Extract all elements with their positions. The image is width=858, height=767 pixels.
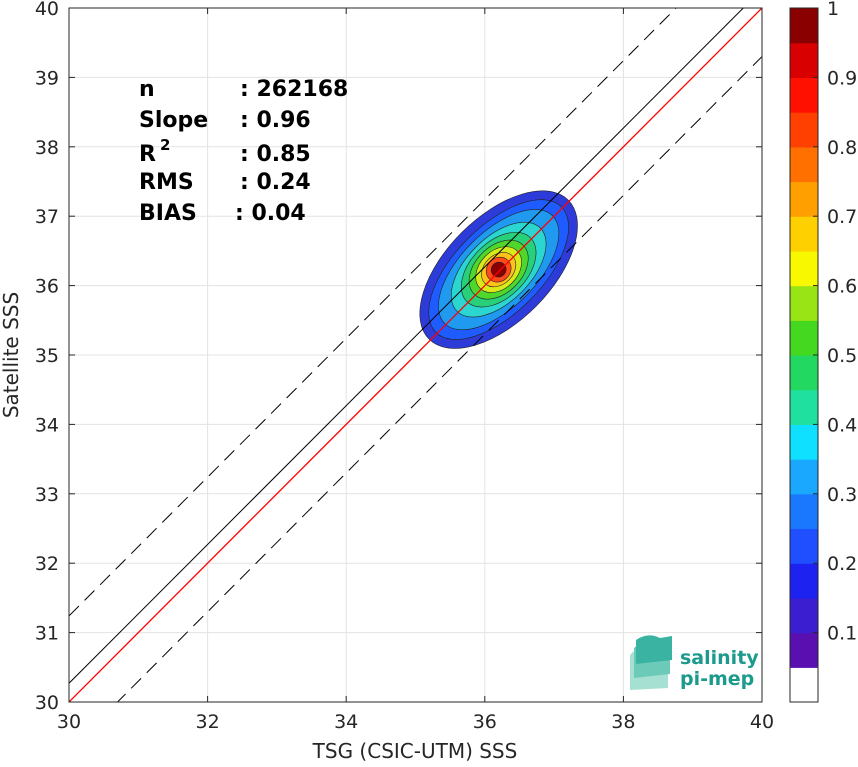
y-tick-label: 32: [35, 553, 59, 575]
y-tick-label: 31: [35, 623, 59, 645]
identity-line: [69, 8, 744, 684]
stat-label-3: RMS: [139, 170, 194, 195]
stat-label-0: n: [139, 77, 155, 102]
colorbar-tick-label: 0.5: [827, 345, 857, 367]
salinity-pi-mep-logo: salinity pi-mep: [630, 635, 759, 690]
colorbar-segment: [790, 632, 818, 668]
x-tick-label: 38: [611, 711, 635, 733]
reference-lines: [69, 8, 762, 702]
colorbar-tick-label: 0.7: [827, 206, 857, 228]
colorbar-tick-label: 0.4: [827, 414, 857, 436]
stat-label-1: Slope: [139, 108, 208, 133]
colorbar-segment: [790, 216, 818, 252]
y-axis-ticks: 30 31 32 33 34 35 36 37 38 39 40: [35, 0, 762, 714]
colorbar-segment: [790, 563, 818, 599]
colorbar-segment: [790, 355, 818, 391]
stat-value-3: : 0.24: [240, 170, 311, 195]
colorbar-segment: [790, 77, 818, 113]
upper-bound-line: [69, 8, 677, 617]
grid: [69, 8, 762, 702]
colorbar-segment: [790, 389, 818, 425]
colorbar-tick-label: 0.1: [827, 623, 857, 645]
x-axis-label: TSG (CSIC-UTM) SSS: [312, 739, 518, 763]
x-tick-label: 32: [196, 711, 220, 733]
colorbar-segment: [790, 320, 818, 356]
colorbar-segment: [790, 42, 818, 78]
stat-value-1: : 0.96: [240, 108, 311, 133]
x-tick-label: 40: [750, 711, 774, 733]
y-tick-label: 40: [35, 0, 59, 20]
y-tick-label: 39: [35, 67, 59, 89]
y-tick-label: 34: [35, 414, 59, 436]
y-tick-label: 38: [35, 137, 59, 159]
stat-value-4: : 0.04: [235, 201, 306, 226]
colorbar: 0.1 0.2 0.3 0.4 0.5 0.6 0.7 0.8 0.9 1: [789, 0, 857, 703]
stat-superscript-2: 2: [160, 136, 170, 154]
colorbar-segment: [790, 112, 818, 148]
colorbar-segment: [790, 597, 818, 634]
stat-value-0: : 262168: [240, 77, 348, 102]
fit-line: [69, 8, 762, 702]
x-tick-label: 30: [57, 711, 81, 733]
colorbar-segment: [790, 424, 818, 460]
lower-bound-line: [116, 56, 762, 702]
y-axis-label: Satellite SSS: [0, 292, 23, 418]
colorbar-tick-label: 0.6: [827, 276, 857, 298]
y-tick-label: 33: [35, 484, 59, 506]
colorbar-segment: [790, 459, 818, 495]
colorbar-tick-label: 0.9: [827, 67, 857, 89]
x-tick-label: 34: [334, 711, 358, 733]
y-tick-label: 36: [35, 276, 59, 298]
y-tick-label: 30: [35, 692, 59, 714]
logo-line1: salinity: [680, 647, 759, 669]
colorbar-tick-label: 0.3: [827, 484, 857, 506]
colorbar-tick-label: 1: [827, 0, 839, 20]
x-tick-label: 36: [473, 711, 497, 733]
colorbar-segment: [790, 493, 818, 530]
colorbar-segment: [790, 146, 818, 183]
stat-label-4: BIAS: [139, 201, 197, 226]
colorbar-segment: [790, 250, 818, 287]
colorbar-segment: [790, 528, 818, 564]
y-tick-label: 35: [35, 345, 59, 367]
colorbar-segment: [790, 667, 818, 703]
y-tick-label: 37: [35, 206, 59, 228]
logo-line2: pi-mep: [680, 668, 754, 690]
colorbar-segment: [790, 285, 818, 321]
x-axis-ticks: 30 32 34 36 38 40: [57, 8, 774, 733]
statistics-box: n : 262168 Slope : 0.96 R 2 : 0.85 RMS : 0.24 BIA…: [139, 77, 348, 226]
colorbar-tick-label: 0.8: [827, 137, 857, 159]
colorbar-segment: [790, 181, 818, 217]
colorbar-tick-label: 0.2: [827, 553, 857, 575]
stat-label-2: R: [139, 142, 156, 167]
colorbar-segment: [790, 8, 818, 44]
density-contours: [419, 190, 578, 349]
density-contour-9: [490, 261, 507, 278]
stat-value-2: : 0.85: [240, 142, 311, 167]
